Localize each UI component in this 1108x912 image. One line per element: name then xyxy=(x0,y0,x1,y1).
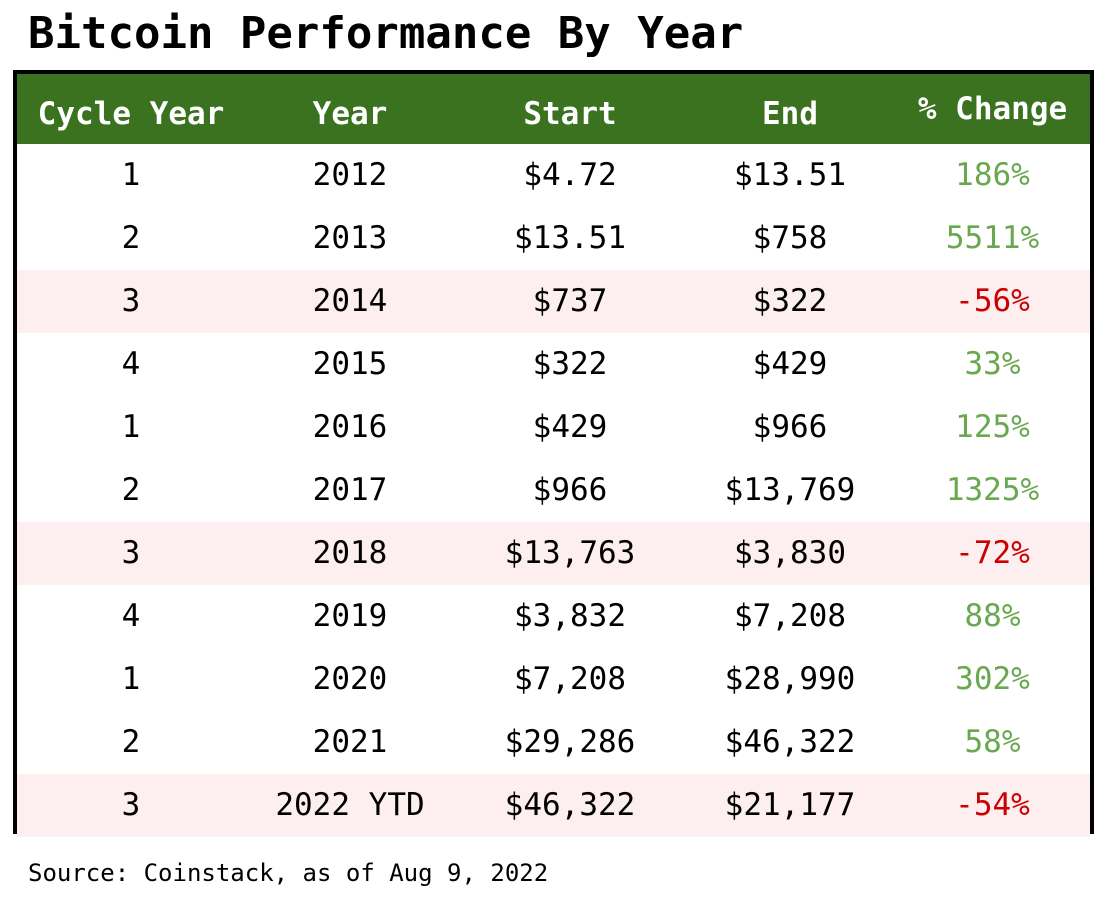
cell-year: 2018 xyxy=(312,535,388,571)
cell-change: 33% xyxy=(964,346,1021,382)
table-row: 2 2017 $966 $13,769 1325% xyxy=(17,459,1090,522)
cell-end: $322 xyxy=(752,283,828,319)
cell-change: 88% xyxy=(964,598,1021,634)
cell-cycle-year: 2 xyxy=(121,724,141,760)
cell-cycle-year: 1 xyxy=(121,661,141,697)
cell-change: -72% xyxy=(955,535,1030,571)
cell-change: 186% xyxy=(955,157,1030,193)
cell-year: 2012 xyxy=(312,157,388,193)
cell-start: $13,763 xyxy=(504,535,636,571)
table-row: 2 2013 $13.51 $758 5511% xyxy=(17,207,1090,270)
cell-cycle-year: 4 xyxy=(121,598,141,634)
cell-start: $966 xyxy=(532,472,608,508)
column-header-start: Start xyxy=(523,96,617,132)
cell-change: 5511% xyxy=(945,220,1040,256)
column-header-change: % Change xyxy=(917,91,1068,127)
table-row: 3 2014 $737 $322 -56% xyxy=(17,270,1090,333)
cell-end: $28,990 xyxy=(724,661,856,697)
cell-end: $429 xyxy=(752,346,828,382)
cell-cycle-year: 1 xyxy=(121,157,141,193)
cell-year: 2019 xyxy=(312,598,388,634)
column-header-cycle-year: Cycle Year xyxy=(37,96,225,132)
cell-cycle-year: 2 xyxy=(121,472,141,508)
cell-year: 2015 xyxy=(312,346,388,382)
cell-cycle-year: 3 xyxy=(121,787,141,823)
cell-end: $758 xyxy=(752,220,828,256)
cell-start: $7,208 xyxy=(514,661,626,697)
cell-year: 2020 xyxy=(312,661,388,697)
cell-year: 2022 YTD xyxy=(275,787,425,823)
table-row: 1 2016 $429 $966 125% xyxy=(17,396,1090,459)
cell-start: $322 xyxy=(532,346,608,382)
cell-cycle-year: 4 xyxy=(121,346,141,382)
cell-start: $4.72 xyxy=(523,157,617,193)
table-row: 4 2019 $3,832 $7,208 88% xyxy=(17,585,1090,648)
cell-end: $21,177 xyxy=(724,787,856,823)
cell-cycle-year: 3 xyxy=(121,535,141,571)
cell-end: $7,208 xyxy=(734,598,846,634)
cell-year: 2021 xyxy=(312,724,388,760)
cell-change: 1325% xyxy=(945,472,1040,508)
cell-end: $46,322 xyxy=(724,724,856,760)
cell-year: 2017 xyxy=(312,472,388,508)
table-row: 2 2021 $29,286 $46,322 58% xyxy=(17,711,1090,774)
cell-change: 58% xyxy=(964,724,1021,760)
table-row: 4 2015 $322 $429 33% xyxy=(17,333,1090,396)
page-title: Bitcoin Performance By Year xyxy=(28,8,744,59)
cell-cycle-year: 1 xyxy=(121,409,141,445)
cell-start: $429 xyxy=(532,409,608,445)
table-row: 3 2018 $13,763 $3,830 -72% xyxy=(17,522,1090,585)
cell-cycle-year: 3 xyxy=(121,283,141,319)
cell-year: 2016 xyxy=(312,409,388,445)
cell-end: $13.51 xyxy=(734,157,846,193)
cell-change: -54% xyxy=(955,787,1030,823)
performance-table: Cycle Year Year Start End % Change 1 2012… xyxy=(13,70,1094,837)
column-header-year: Year xyxy=(312,96,388,132)
table-row: 3 2022 YTD $46,322 $21,177 -54% xyxy=(17,774,1090,837)
cell-year: 2013 xyxy=(312,220,388,256)
cell-start: $3,832 xyxy=(514,598,626,634)
table-row: 1 2012 $4.72 $13.51 186% xyxy=(17,144,1090,207)
table-row: 1 2020 $7,208 $28,990 302% xyxy=(17,648,1090,711)
column-header-end: End xyxy=(762,96,818,132)
cell-start: $29,286 xyxy=(504,724,636,760)
cell-end: $13,769 xyxy=(724,472,856,508)
cell-change: 302% xyxy=(955,661,1030,697)
source-note: Source: Coinstack, as of Aug 9, 2022 xyxy=(28,859,549,887)
cell-start: $13.51 xyxy=(514,220,626,256)
cell-change: 125% xyxy=(955,409,1030,445)
cell-year: 2014 xyxy=(312,283,388,319)
cell-start: $46,322 xyxy=(504,787,636,823)
cell-end: $3,830 xyxy=(734,535,846,571)
cell-change: -56% xyxy=(955,283,1030,319)
cell-start: $737 xyxy=(532,283,608,319)
cell-end: $966 xyxy=(752,409,828,445)
table-header-row: Cycle Year Year Start End % Change xyxy=(17,74,1090,144)
cell-cycle-year: 2 xyxy=(121,220,141,256)
